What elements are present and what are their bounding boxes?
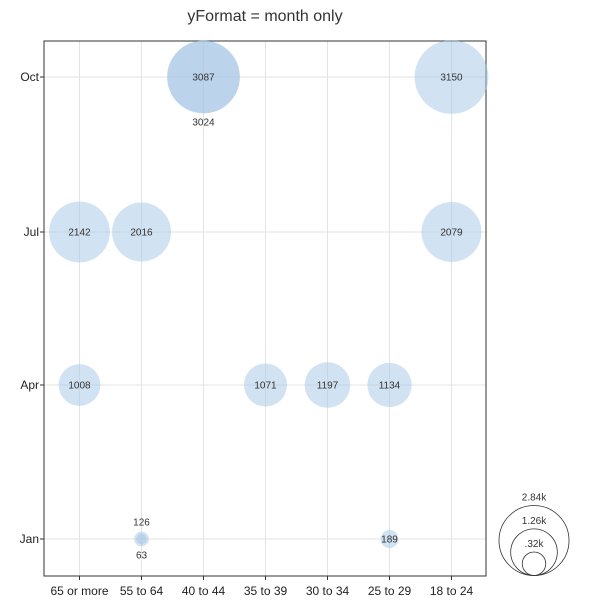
bubble-65-or-more-jul-2142 (49, 201, 110, 263)
bubble-label: 1134 (379, 381, 401, 392)
x-tick-label: 18 to 24 (430, 584, 474, 598)
bubble-label-layer: 3087 3024 3150 2142 2016 2079 1008 1071 1197 1134… (68, 73, 463, 562)
bubble-label: 3087 (192, 73, 215, 84)
x-tick-label: 65 or more (50, 584, 108, 598)
y-tick-label: Apr (20, 378, 39, 392)
legend-label: 1.26k (522, 516, 547, 527)
bubble-label: 189 (381, 535, 398, 546)
chart-title: yFormat = month only (187, 8, 342, 25)
bubble-label: 63 (136, 550, 148, 561)
x-tick-label: 30 to 34 (306, 584, 350, 598)
x-tick-label: 25 to 29 (368, 584, 412, 598)
legend-label: 2.84k (522, 492, 547, 503)
y-axis: Jan Apr Jul Oct (20, 70, 44, 546)
bubble-label: 2016 (130, 228, 153, 239)
bubble-18-to-24-oct-3150 (414, 40, 489, 114)
legend-circle-32k (521, 551, 547, 576)
bubble-25-to-29-apr-1134 (367, 362, 412, 408)
bubble-label: 2079 (440, 228, 463, 239)
y-tick-label: Oct (20, 70, 39, 84)
bubble-35-to-39-apr-1071 (244, 363, 287, 407)
x-tick-label: 55 to 64 (120, 584, 164, 598)
x-axis: 65 or more 55 to 64 40 to 44 35 to 39 30 to … (50, 576, 474, 598)
bubble-label: 126 (133, 518, 150, 529)
bubble-18-to-24-jul-2079 (421, 202, 482, 262)
bubble-layer (49, 40, 489, 549)
y-tick-label: Jul (24, 225, 39, 239)
bubble-label: 1071 (254, 381, 277, 392)
bubble-label: 2142 (68, 228, 91, 239)
bubble-30-to-34-apr-1197 (304, 362, 351, 408)
bubble-label: 3150 (440, 73, 463, 84)
bubble-55-to-64-jan-63 (136, 533, 147, 545)
y-tick-label: Jan (20, 532, 39, 546)
size-legend: 2.84k 1.26k .32k (498, 492, 570, 576)
bubble-label: 3024 (192, 118, 215, 129)
x-tick-label: 40 to 44 (182, 584, 226, 598)
x-tick-label: 35 to 39 (244, 584, 288, 598)
bubble-40-to-44-oct-3024 (167, 40, 240, 114)
legend-label: .32k (525, 539, 545, 550)
bubble-25-to-29-jan-189 (380, 529, 399, 549)
bubble-label: 1197 (317, 381, 339, 392)
bubble-65-or-more-apr-1008 (58, 364, 101, 406)
bubble-label: 1008 (68, 381, 91, 392)
bubble-55-to-64-jul-2016 (112, 202, 171, 262)
